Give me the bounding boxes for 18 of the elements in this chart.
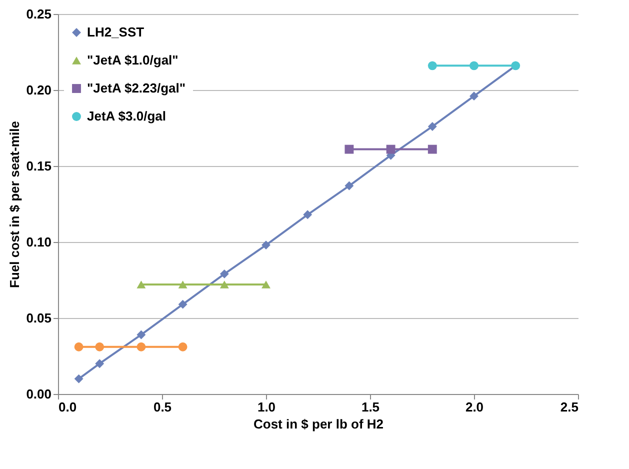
- x-tick-label: 0.0: [58, 400, 77, 414]
- legend-label: LH2_SST: [87, 24, 144, 40]
- x-tick-label: 1.5: [361, 400, 380, 414]
- y-axis-title: Fuel cost in $ per seat-mile: [7, 121, 22, 288]
- x-tick-label: 1.0: [257, 400, 276, 414]
- y-tick-label: 0.05: [26, 310, 52, 326]
- legend-label: "JetA $2.23/gal": [87, 80, 186, 96]
- y-tick-label: 0.15: [26, 158, 52, 174]
- legend-label: JetA $3.0/gal: [87, 108, 166, 124]
- y-tick-label: 0.00: [26, 386, 52, 402]
- y-tick-label: 0.25: [26, 6, 52, 22]
- y-tick-label: 0.10: [26, 234, 52, 250]
- legend-label: "JetA $1.0/gal": [87, 52, 178, 68]
- x-tick-label: 0.5: [153, 400, 172, 414]
- x-axis-title: Cost in $ per lb of H2: [253, 416, 384, 432]
- x-tick-label: 2.0: [465, 400, 484, 414]
- y-tick-label: 0.20: [26, 82, 52, 98]
- x-tick-label: 2.5: [560, 400, 578, 414]
